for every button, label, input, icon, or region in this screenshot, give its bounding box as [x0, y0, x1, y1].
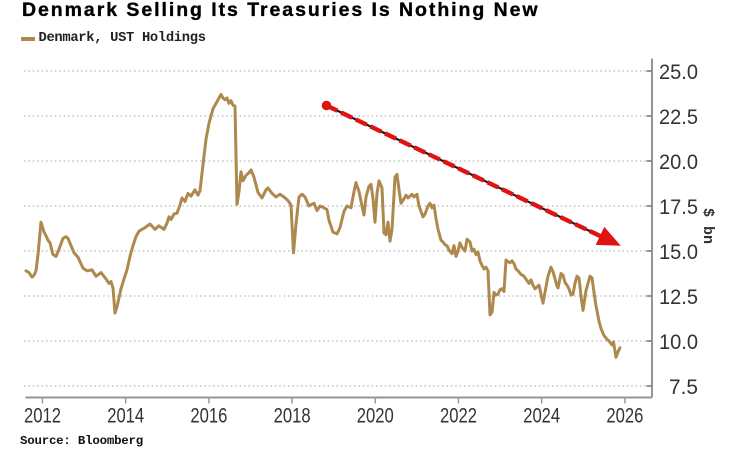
- svg-text:2026: 2026: [606, 404, 643, 428]
- svg-text:17.5: 17.5: [659, 195, 698, 219]
- svg-text:7.5: 7.5: [669, 375, 698, 399]
- svg-text:25.0: 25.0: [659, 60, 698, 84]
- svg-text:20.0: 20.0: [659, 150, 698, 174]
- svg-text:22.5: 22.5: [659, 105, 698, 129]
- svg-text:2024: 2024: [523, 404, 560, 428]
- svg-text:2014: 2014: [107, 404, 144, 428]
- svg-text:$ bn: $ bn: [699, 208, 716, 244]
- svg-text:2012: 2012: [24, 404, 61, 428]
- svg-text:2016: 2016: [190, 404, 227, 428]
- svg-text:2022: 2022: [440, 404, 477, 428]
- svg-text:10.0: 10.0: [659, 330, 698, 354]
- svg-text:12.5: 12.5: [659, 285, 698, 309]
- svg-text:2020: 2020: [357, 404, 394, 428]
- svg-text:2018: 2018: [274, 404, 311, 428]
- svg-text:15.0: 15.0: [659, 240, 698, 264]
